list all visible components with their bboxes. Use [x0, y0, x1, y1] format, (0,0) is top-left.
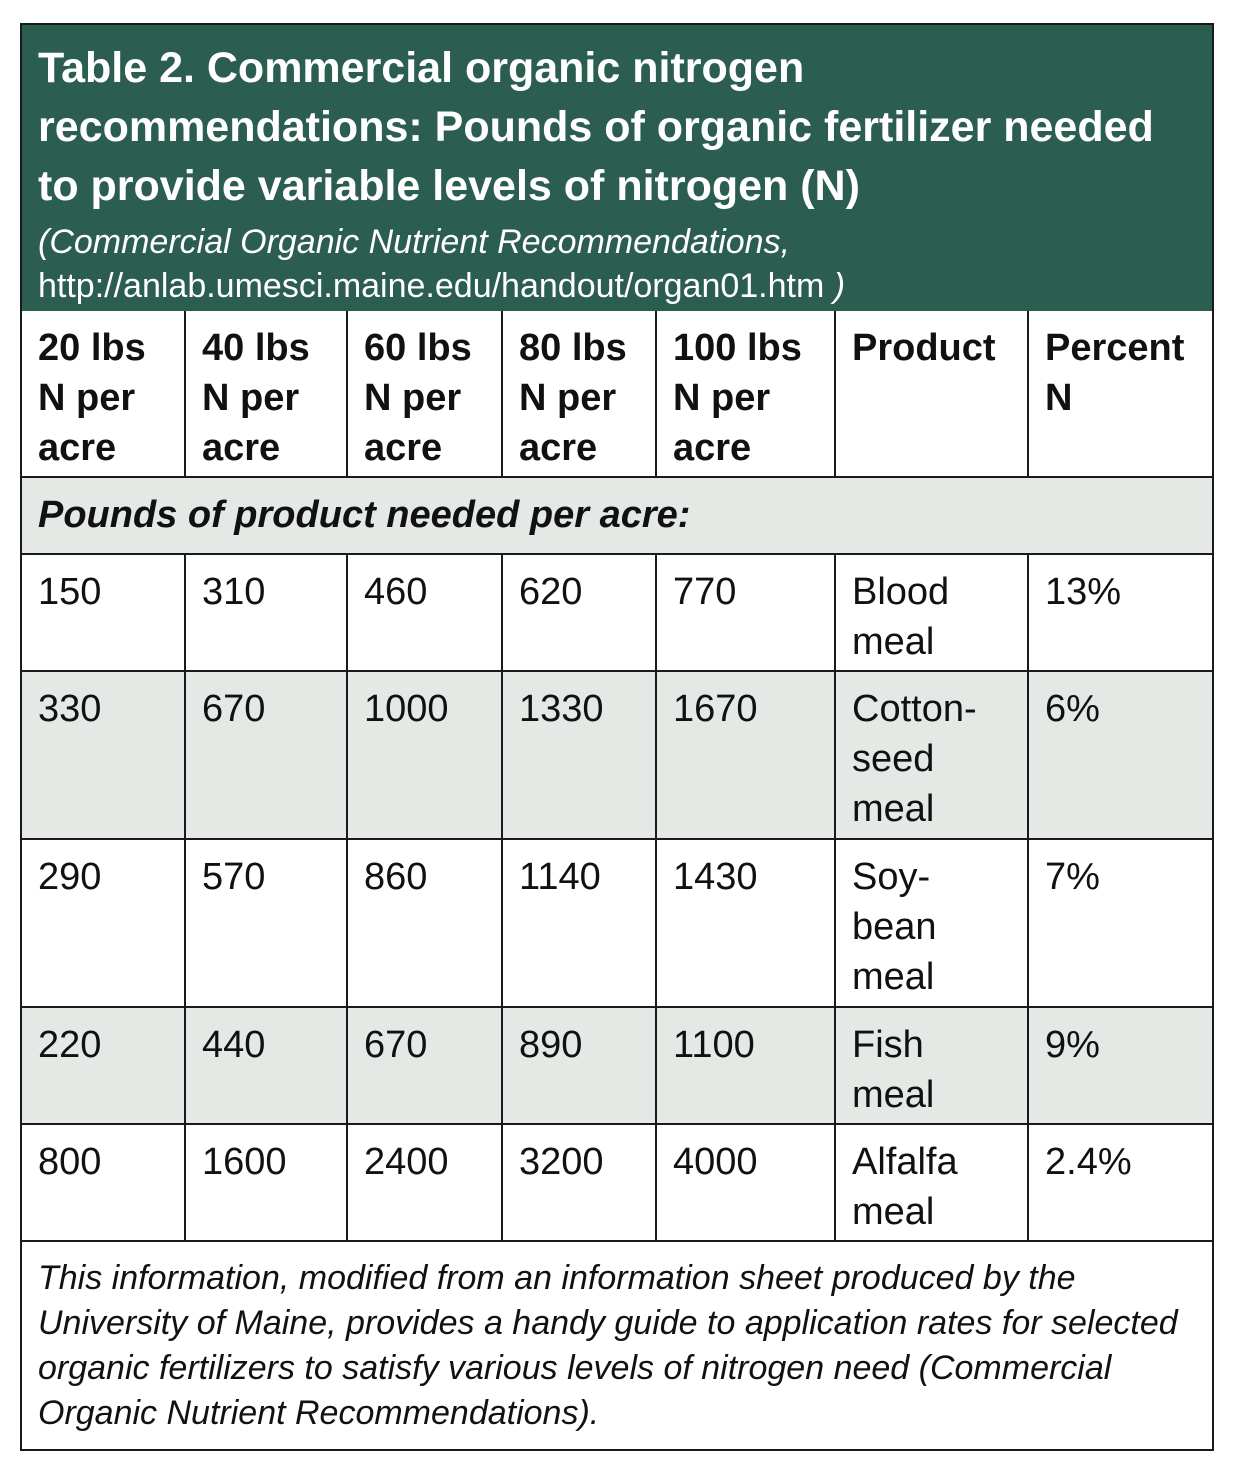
cell-20lbs: 330 [22, 670, 186, 840]
cell-80lbs: 890 [501, 1006, 657, 1125]
cell-40lbs: 440 [184, 1006, 348, 1125]
cell-40lbs: 670 [184, 670, 348, 840]
cell-100lbs: 770 [655, 553, 836, 672]
cell-20lbs: 290 [22, 838, 186, 1008]
cell-80lbs: 1330 [501, 670, 657, 840]
cell-40lbs: 1600 [184, 1123, 348, 1242]
cell-100lbs: 4000 [655, 1123, 836, 1242]
header-40lbs: 40 lbs N per acre [184, 311, 348, 478]
header-60lbs: 60 lbs N per acre [346, 311, 503, 478]
table-title: Table 2. Commercial organic nitrogen rec… [38, 44, 1154, 210]
header-100lbs: 100 lbs N per acre [655, 311, 836, 478]
cell-60lbs: 460 [346, 553, 503, 672]
subheading: Pounds of product needed per acre: [22, 476, 1212, 555]
cell-product: Fish meal [834, 1006, 1029, 1125]
source-note: (Commercial Organic Nutrient Recommendat… [38, 220, 1196, 308]
title-block: Table 2. Commercial organic nitrogen rec… [22, 25, 1212, 311]
cell-product: Soy- bean meal [834, 838, 1029, 1008]
cell-80lbs: 620 [501, 553, 657, 672]
cell-percent: 2.4% [1027, 1123, 1212, 1242]
cell-100lbs: 1670 [655, 670, 836, 840]
subheading-row: Pounds of product needed per acre: [22, 476, 1212, 555]
cell-product: Blood meal [834, 553, 1029, 672]
cell-100lbs: 1430 [655, 838, 836, 1008]
header-80lbs: 80 lbs N per acre [501, 311, 657, 478]
cell-product: Alfalfa meal [834, 1123, 1029, 1242]
cell-20lbs: 220 [22, 1006, 186, 1125]
cell-60lbs: 2400 [346, 1123, 503, 1242]
cell-20lbs: 150 [22, 553, 186, 672]
table-row: 800 1600 2400 3200 4000 Alfalfa meal 2.4… [22, 1123, 1212, 1242]
header-20lbs: 20 lbs N per acre [22, 311, 186, 478]
header-percent-n: Percent N [1027, 311, 1212, 478]
cell-60lbs: 670 [346, 1006, 503, 1125]
cell-product: Cotton- seed meal [834, 670, 1029, 840]
cell-60lbs: 860 [346, 838, 503, 1008]
source-citation: (Commercial Organic Nutrient Recommendat… [38, 223, 791, 261]
header-row: 20 lbs N per acre 40 lbs N per acre 60 l… [22, 311, 1212, 478]
table-row: 220 440 670 890 1100 Fish meal 9% [22, 1006, 1212, 1125]
cell-40lbs: 310 [184, 553, 348, 672]
table-row: 290 570 860 1140 1430 Soy- bean meal 7% [22, 838, 1212, 1008]
cell-percent: 7% [1027, 838, 1212, 1008]
nitrogen-table: 20 lbs N per acre 40 lbs N per acre 60 l… [22, 311, 1212, 1450]
cell-40lbs: 570 [184, 838, 348, 1008]
cell-20lbs: 800 [22, 1123, 186, 1242]
table-frame: Table 2. Commercial organic nitrogen rec… [20, 23, 1214, 1451]
cell-80lbs: 1140 [501, 838, 657, 1008]
source-close: ) [824, 267, 846, 305]
cell-80lbs: 3200 [501, 1123, 657, 1242]
table-row: 330 670 1000 1330 1670 Cotton- seed meal… [22, 670, 1212, 840]
table-row: 150 310 460 620 770 Blood meal 13% [22, 553, 1212, 672]
header-product: Product [834, 311, 1029, 478]
cell-percent: 6% [1027, 670, 1212, 840]
cell-percent: 9% [1027, 1006, 1212, 1125]
footnote: This information, modified from an infor… [22, 1240, 1212, 1450]
cell-100lbs: 1100 [655, 1006, 836, 1125]
cell-percent: 13% [1027, 553, 1212, 672]
footnote-row: This information, modified from an infor… [22, 1240, 1212, 1450]
cell-60lbs: 1000 [346, 670, 503, 840]
source-url: http://anlab.umesci.maine.edu/handout/or… [38, 267, 825, 305]
